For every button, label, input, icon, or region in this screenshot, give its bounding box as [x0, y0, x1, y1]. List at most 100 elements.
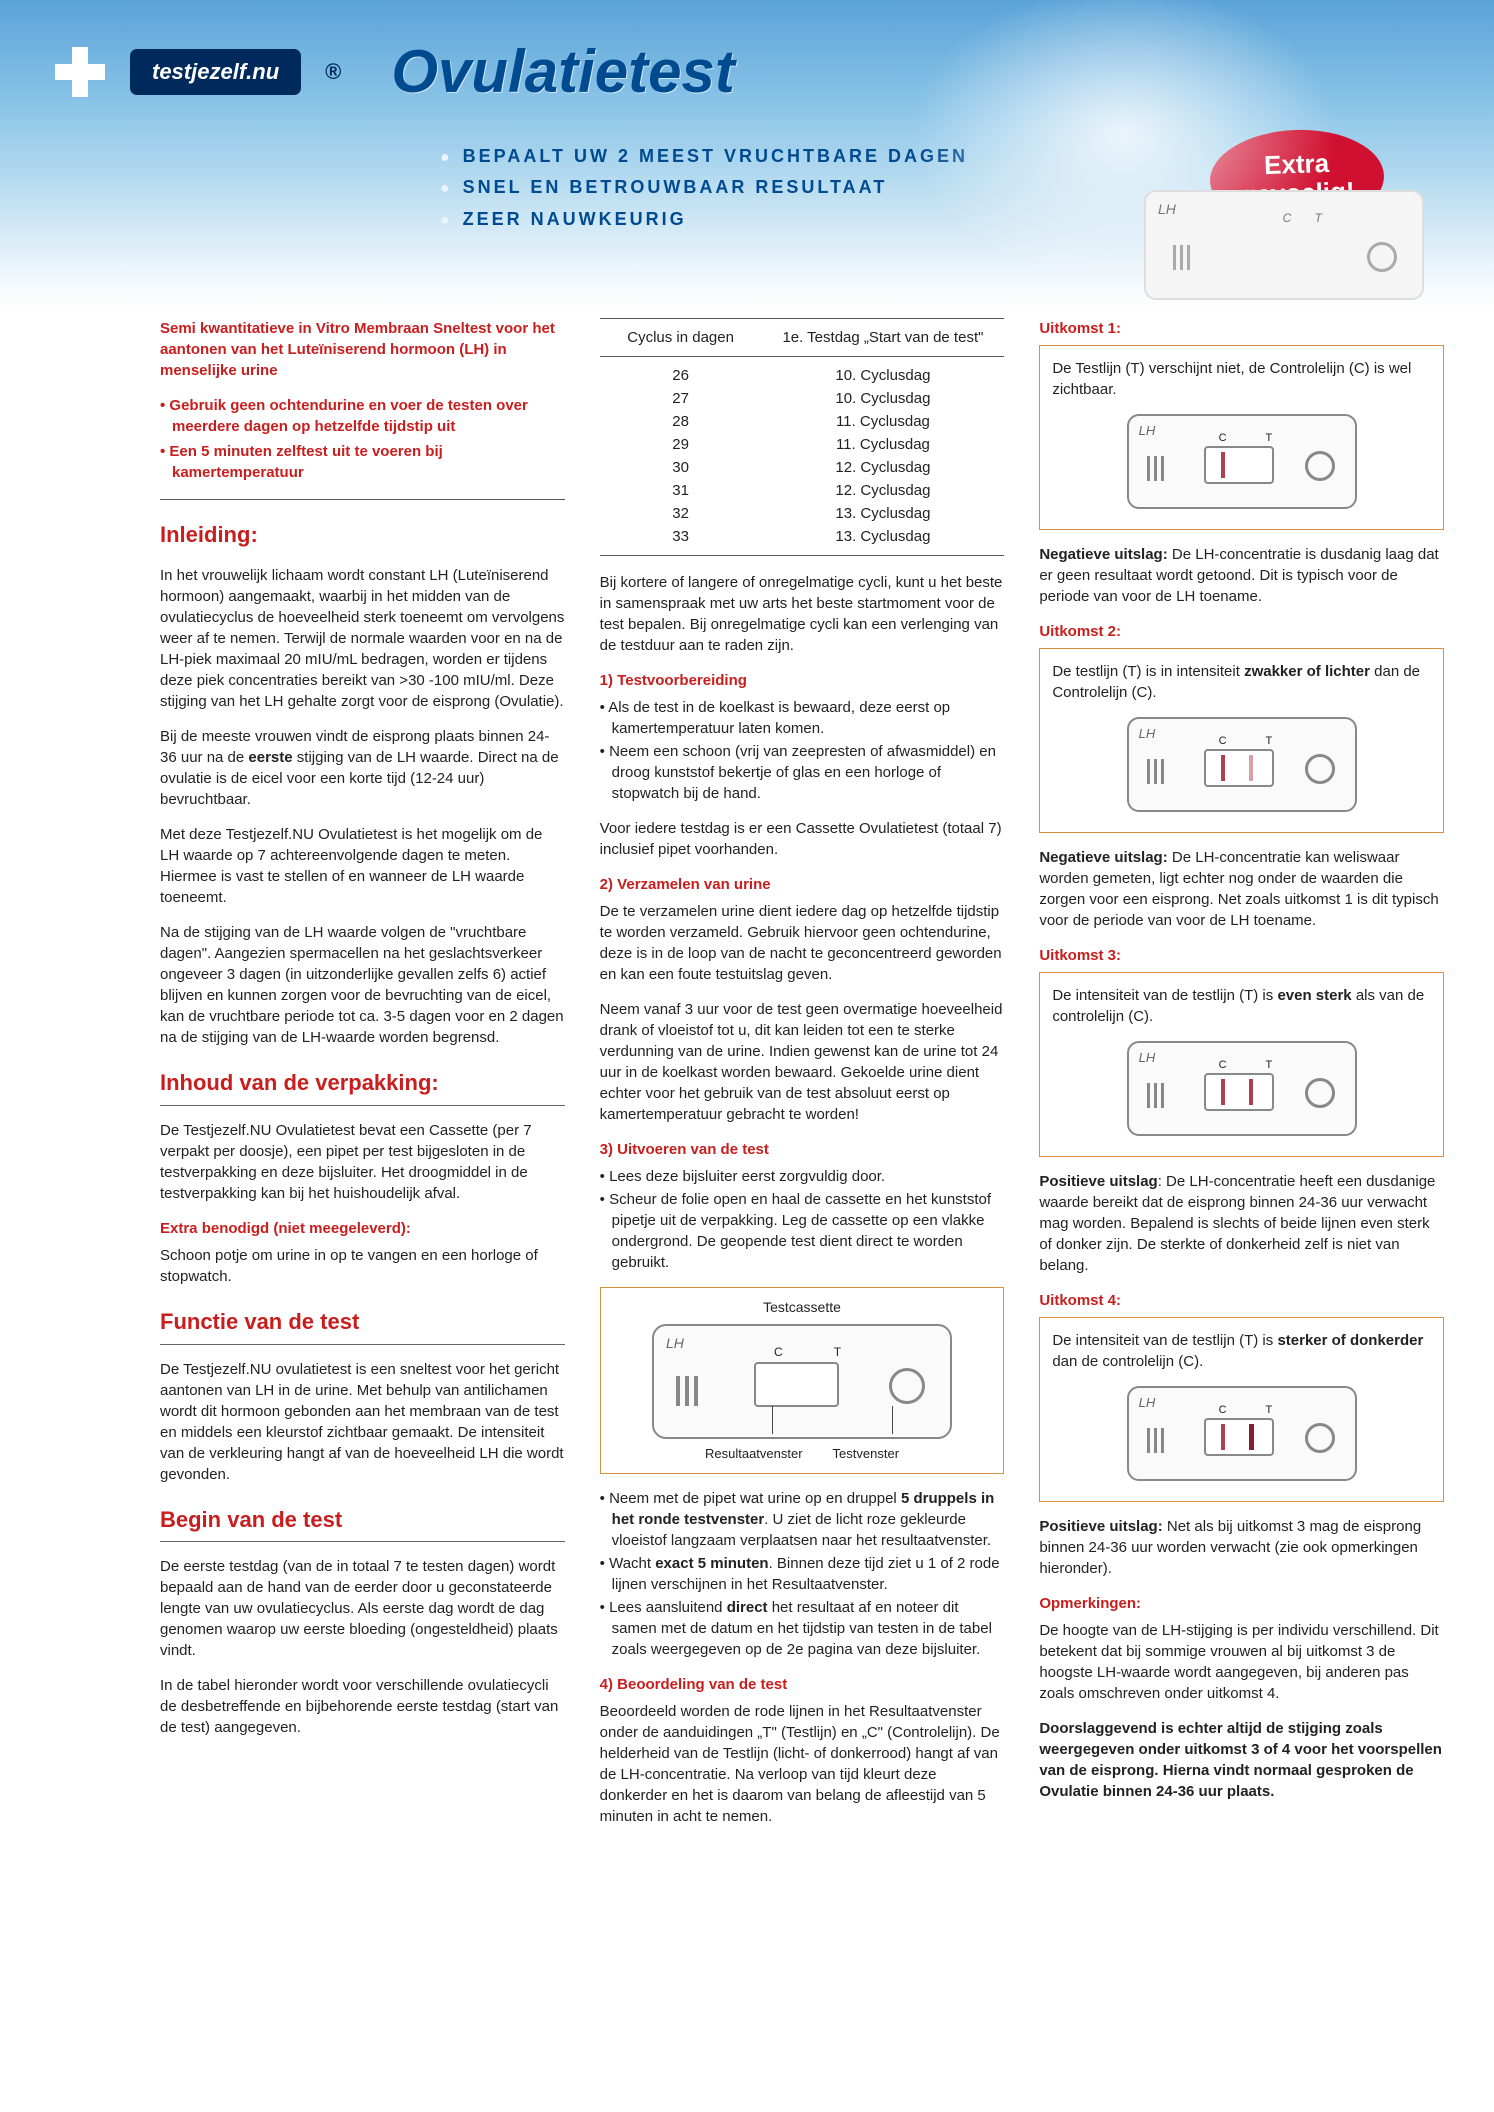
cassette-lh: LH	[1139, 725, 1156, 743]
badge-line1: Extra	[1263, 148, 1329, 180]
test-cassette-diagram: Testcassette LH C T Resultaatvenster Tes…	[600, 1287, 1005, 1474]
table-cell: 10. Cyclusdag	[762, 357, 1005, 388]
inleiding-p3: Met deze Testjezelf.NU Ovulatietest is h…	[160, 824, 565, 908]
device-ct-label: C T	[1283, 210, 1332, 227]
cassette-result-2: LH C T	[1127, 717, 1357, 812]
cassette-ct: C T	[1219, 1058, 1291, 1073]
step4-heading: 4) Beoordeling van de test	[600, 1674, 1005, 1695]
step4-p: Beoordeeld worden de rode lijnen in het …	[600, 1701, 1005, 1827]
step3-after-3: Lees aansluitend direct het resultaat af…	[600, 1597, 1005, 1660]
cassette-lh: LH	[1139, 1394, 1156, 1412]
brand-pill: testjezelf.nu	[130, 49, 301, 96]
step3-after-list: Neem met de pipet wat urine op en druppe…	[600, 1488, 1005, 1660]
uitkomst3-text: De intensiteit van de testlijn (T) is ev…	[1052, 985, 1431, 1027]
step3-item1: Lees deze bijsluiter eerst zorgvuldig do…	[600, 1166, 1005, 1187]
after-table-p: Bij kortere of langere of onregelmatige …	[600, 572, 1005, 656]
cassette-result-4: LH C T	[1127, 1386, 1357, 1481]
cycle-table: Cyclus in dagen1e. Testdag „Start van de…	[600, 318, 1005, 556]
cassette-result-3: LH C T	[1127, 1041, 1357, 1136]
step1-item1: Als de test in de koelkast is bewaard, d…	[600, 697, 1005, 739]
uitkomst3-heading: Uitkomst 3:	[1039, 945, 1444, 966]
cassette-graphic: LH C T	[652, 1324, 952, 1439]
page-title: Ovulatietest	[391, 30, 734, 114]
opmerkingen-p2: Doorslaggevend is echter altijd de stijg…	[1039, 1718, 1444, 1802]
step2-heading: 2) Verzamelen van urine	[600, 874, 1005, 895]
cassette-lh: LH	[666, 1334, 684, 1354]
cassette-lh: LH	[1139, 1049, 1156, 1067]
table-cell: 26	[600, 357, 762, 388]
intro-bullet-list: Gebruik geen ochtendurine en voer de tes…	[160, 395, 565, 483]
extra-text: Schoon potje om urine in op te vangen en…	[160, 1247, 538, 1285]
content-area: Semi kwantitatieve in Vitro Membraan Sne…	[0, 308, 1494, 1901]
table-cell: 10. Cyclusdag	[762, 387, 1005, 410]
step1-after: Voor iedere testdag is er een Cassette O…	[600, 818, 1005, 860]
cassette-ct: C T	[1219, 734, 1291, 749]
cassette-lh: LH	[1139, 422, 1156, 440]
inleiding-p4: Na de stijging van de LH waarde volgen d…	[160, 922, 565, 1048]
uitkomst1-neg: Negatieve uitslag: De LH-concentratie is…	[1039, 544, 1444, 607]
table-header-2: 1e. Testdag „Start van de test"	[762, 319, 1005, 357]
column-3: Uitkomst 1: De Testlijn (T) verschijnt n…	[1039, 318, 1444, 1841]
extra-heading: Extra benodigd (niet meegeleverd):	[160, 1218, 565, 1239]
table-cell: 32	[600, 502, 762, 525]
table-cell: 33	[600, 525, 762, 556]
device-preview: LH C T	[1144, 190, 1424, 300]
step3-item2: Scheur de folie open en haal de cassette…	[600, 1189, 1005, 1273]
inhoud-p: De Testjezelf.NU Ovulatietest bevat een …	[160, 1120, 565, 1204]
step3-heading: 3) Uitvoeren van de test	[600, 1139, 1005, 1160]
step3-after-1: Neem met de pipet wat urine op en druppe…	[600, 1488, 1005, 1551]
step2-p2: Neem vanaf 3 uur voor de test geen overm…	[600, 999, 1005, 1125]
table-cell: 11. Cyclusdag	[762, 433, 1005, 456]
intro-title: Semi kwantitatieve in Vitro Membraan Sne…	[160, 318, 565, 381]
table-cell: 13. Cyclusdag	[762, 525, 1005, 556]
begin-heading: Begin van de test	[160, 1505, 565, 1543]
table-cell: 13. Cyclusdag	[762, 502, 1005, 525]
table-cell: 31	[600, 479, 762, 502]
uitkomst4-pos: Positieve uitslag: Net als bij uitkomst …	[1039, 1516, 1444, 1579]
uitkomst2-box: De testlijn (T) is in intensiteit zwakke…	[1039, 648, 1444, 833]
diagram-top-label: Testcassette	[611, 1298, 994, 1318]
step1-heading: 1) Testvoorbereiding	[600, 670, 1005, 691]
step3-list: Lees deze bijsluiter eerst zorgvuldig do…	[600, 1166, 1005, 1273]
uitkomst2-neg: Negatieve uitslag: De LH-concentratie ka…	[1039, 847, 1444, 931]
logo-row: testjezelf.nu ® Ovulatietest	[50, 30, 1444, 114]
uitkomst3-box: De intensiteit van de testlijn (T) is ev…	[1039, 972, 1444, 1157]
cassette-ct: C T	[1219, 431, 1291, 446]
table-header-1: Cyclus in dagen	[600, 319, 762, 357]
uitkomst4-text: De intensiteit van de testlijn (T) is st…	[1052, 1330, 1431, 1372]
functie-p: De Testjezelf.NU ovulatietest is een sne…	[160, 1359, 565, 1485]
table-cell: 27	[600, 387, 762, 410]
diagram-label-test: Testvenster	[833, 1445, 899, 1463]
table-cell: 12. Cyclusdag	[762, 479, 1005, 502]
begin-p2: In de tabel hieronder wordt voor verschi…	[160, 1675, 565, 1738]
header-bullet-3: ZEER NAUWKEURIG	[463, 209, 687, 229]
uitkomst2-heading: Uitkomst 2:	[1039, 621, 1444, 642]
header-bullet-1: BEPAALT UW 2 MEEST VRUCHTBARE DAGEN	[463, 146, 968, 166]
inleiding-p2: Bij de meeste vrouwen vindt de eisprong …	[160, 726, 565, 810]
diagram-label-result: Resultaatvenster	[705, 1445, 803, 1463]
registered-mark: ®	[325, 57, 341, 88]
inleiding-p1: In het vrouwelijk lichaam wordt constant…	[160, 565, 565, 712]
cross-icon	[50, 42, 110, 102]
begin-p1: De eerste testdag (van de in totaal 7 te…	[160, 1556, 565, 1661]
table-cell: 29	[600, 433, 762, 456]
uitkomst3-pos: Positieve uitslag: De LH-concentratie he…	[1039, 1171, 1444, 1276]
table-cell: 11. Cyclusdag	[762, 410, 1005, 433]
uitkomst1-box: De Testlijn (T) verschijnt niet, de Cont…	[1039, 345, 1444, 530]
column-1: Semi kwantitatieve in Vitro Membraan Sne…	[160, 318, 565, 1841]
intro-bullet-1: Gebruik geen ochtendurine en voer de tes…	[160, 395, 565, 437]
opmerkingen-heading: Opmerkingen:	[1039, 1593, 1444, 1614]
extra-block: Extra benodigd (niet meegeleverd): Schoon…	[160, 1218, 565, 1287]
step1-list: Als de test in de koelkast is bewaard, d…	[600, 697, 1005, 804]
cassette-ct: C T	[774, 1344, 865, 1361]
inleiding-heading: Inleiding:	[160, 520, 565, 551]
uitkomst4-box: De intensiteit van de testlijn (T) is st…	[1039, 1317, 1444, 1502]
inhoud-heading: Inhoud van de verpakking:	[160, 1068, 565, 1106]
uitkomst2-text: De testlijn (T) is in intensiteit zwakke…	[1052, 661, 1431, 703]
functie-heading: Functie van de test	[160, 1307, 565, 1345]
table-cell: 12. Cyclusdag	[762, 456, 1005, 479]
table-cell: 28	[600, 410, 762, 433]
cassette-ct: C T	[1219, 1403, 1291, 1418]
cassette-result-1: LH C T	[1127, 414, 1357, 509]
intro-bullet-2: Een 5 minuten zelftest uit te voeren bij…	[160, 441, 565, 483]
